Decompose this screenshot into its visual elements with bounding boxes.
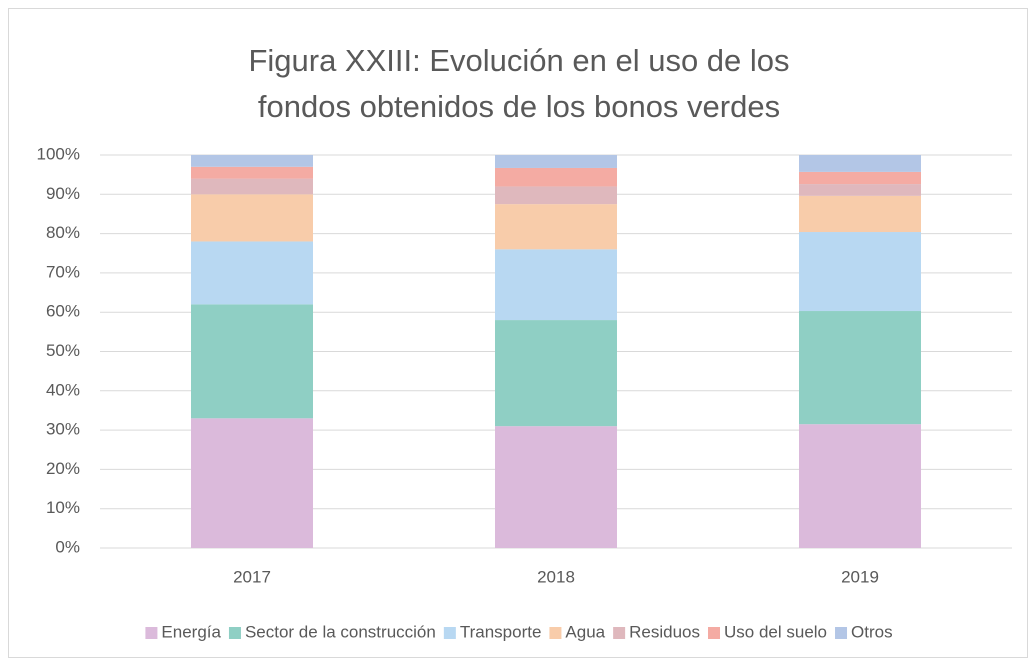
bar-segment	[495, 167, 617, 187]
bar-segment	[191, 166, 313, 179]
bar-segment	[495, 204, 617, 250]
y-tick-label: 90%	[46, 184, 80, 203]
x-tick-label: 2018	[537, 567, 575, 586]
legend-swatch	[708, 627, 721, 639]
y-tick-label: 100%	[37, 144, 80, 163]
y-tick-label: 70%	[46, 262, 80, 281]
bar-segment	[799, 184, 921, 196]
bar-segment	[799, 155, 921, 172]
bar-segment	[799, 424, 921, 548]
bar-segment	[495, 426, 617, 548]
legend-label: Sector de la construcción	[245, 622, 436, 641]
bar-segment	[799, 195, 921, 233]
legend-swatch	[835, 627, 848, 639]
bar-segment	[495, 155, 617, 168]
y-tick-label: 80%	[46, 223, 80, 242]
chart-title: Figura XXIII: Evolución en el uso de los…	[248, 43, 790, 124]
y-tick-label: 50%	[46, 341, 80, 360]
chart-frame	[8, 8, 1028, 658]
x-tick-label: 2019	[841, 567, 879, 586]
legend-swatch	[443, 627, 456, 639]
x-tick-label: 2017	[233, 567, 271, 586]
legend-swatch	[145, 627, 158, 639]
bar-segment	[799, 171, 921, 185]
bar-segment	[495, 249, 617, 321]
y-tick-label: 0%	[55, 537, 80, 556]
legend-label: Residuos	[629, 622, 700, 641]
y-tick-label: 40%	[46, 380, 80, 399]
legend-label: Otros	[851, 622, 893, 641]
y-tick-label: 10%	[46, 498, 80, 517]
legend-label: Agua	[565, 622, 605, 641]
bar-segment	[799, 232, 921, 312]
y-tick-label: 20%	[46, 459, 80, 478]
legend-label: Energía	[161, 622, 221, 641]
bar-segment	[191, 304, 313, 419]
bar-segment	[191, 194, 313, 242]
y-tick-label: 30%	[46, 420, 80, 439]
legend-swatch	[228, 627, 241, 639]
legend-label: Uso del suelo	[724, 622, 827, 641]
legend-label: Transporte	[460, 622, 542, 641]
legend-swatch	[613, 627, 626, 639]
bar-segment	[191, 241, 313, 305]
bar-segment	[191, 418, 313, 548]
y-tick-label: 60%	[46, 302, 80, 321]
bar-segment	[799, 311, 921, 425]
legend-swatch	[549, 627, 562, 639]
bar-segment	[495, 320, 617, 427]
bar-segment	[191, 178, 313, 195]
bar-segment	[495, 186, 617, 205]
bar-segment	[191, 155, 313, 167]
